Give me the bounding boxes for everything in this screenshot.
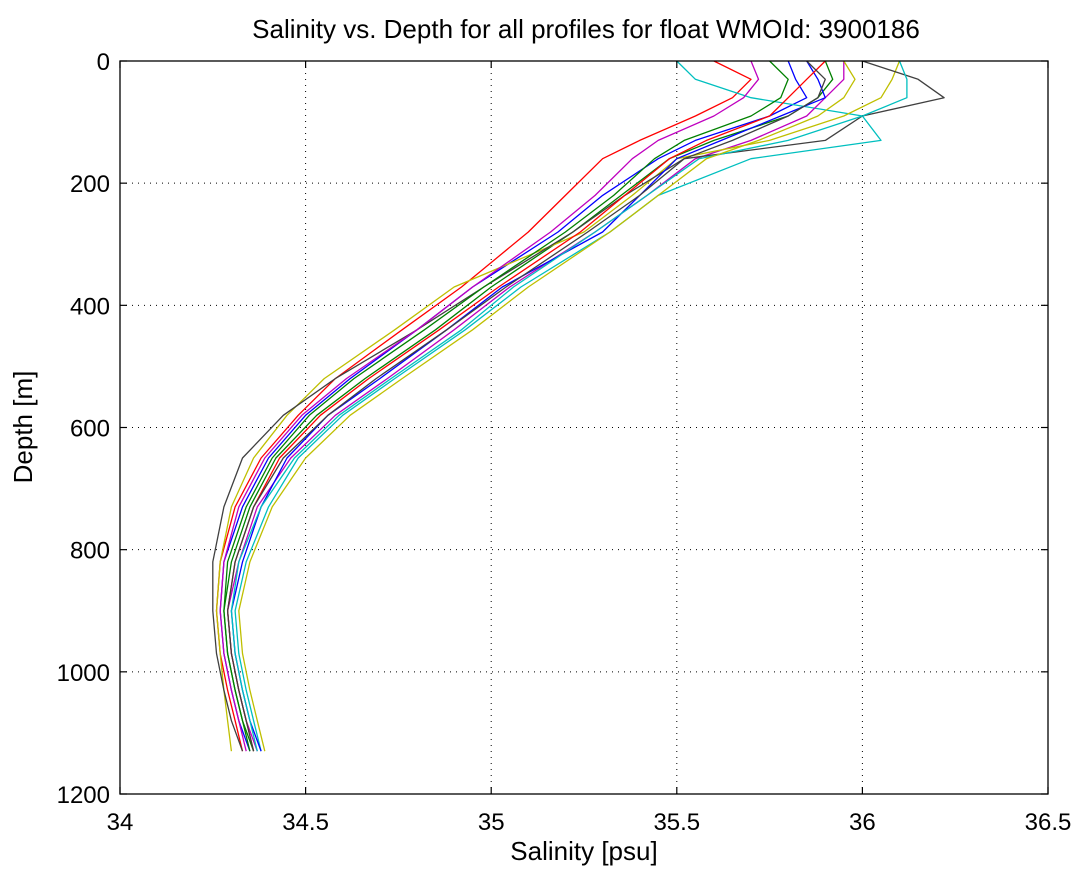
x-tick-label: 36: [849, 809, 876, 836]
profile-line-4: [234, 60, 882, 752]
y-tick-label: 800: [70, 538, 110, 565]
profile-line-12: [219, 60, 760, 752]
profile-line-9: [223, 60, 789, 752]
y-tick-labels: 0 200 400 600 800 1000 1200: [57, 49, 110, 809]
profile-line-7: [212, 60, 945, 752]
profile-line-6: [215, 60, 901, 752]
y-axis-label: Depth [m]: [8, 371, 38, 484]
x-tick-label: 35.5: [653, 809, 700, 836]
y-tick-label: 0: [97, 49, 110, 76]
y-tick-label: 400: [70, 293, 110, 320]
y-tick-label: 600: [70, 416, 110, 443]
x-tick-label: 34: [107, 809, 134, 836]
x-tick-labels: 34 34.5 35 35.5 36 36.5: [107, 809, 1072, 836]
y-tick-label: 200: [70, 171, 110, 198]
y-tick-label: 1200: [57, 782, 110, 809]
x-axis-label: Salinity [psu]: [510, 836, 657, 866]
plot-area: [120, 61, 1048, 794]
series-layer: [212, 60, 945, 752]
profile-line-14: [226, 60, 826, 752]
x-tick-label: 36.5: [1025, 809, 1072, 836]
x-tick-label: 35: [478, 809, 505, 836]
profile-line-13: [238, 60, 856, 752]
y-tick-label: 1000: [57, 660, 110, 687]
chart-title: Salinity vs. Depth for all profiles for …: [252, 14, 920, 44]
x-tick-label: 34.5: [282, 809, 329, 836]
profile-line-11: [230, 60, 908, 752]
axis-ticks: [119, 60, 1049, 795]
